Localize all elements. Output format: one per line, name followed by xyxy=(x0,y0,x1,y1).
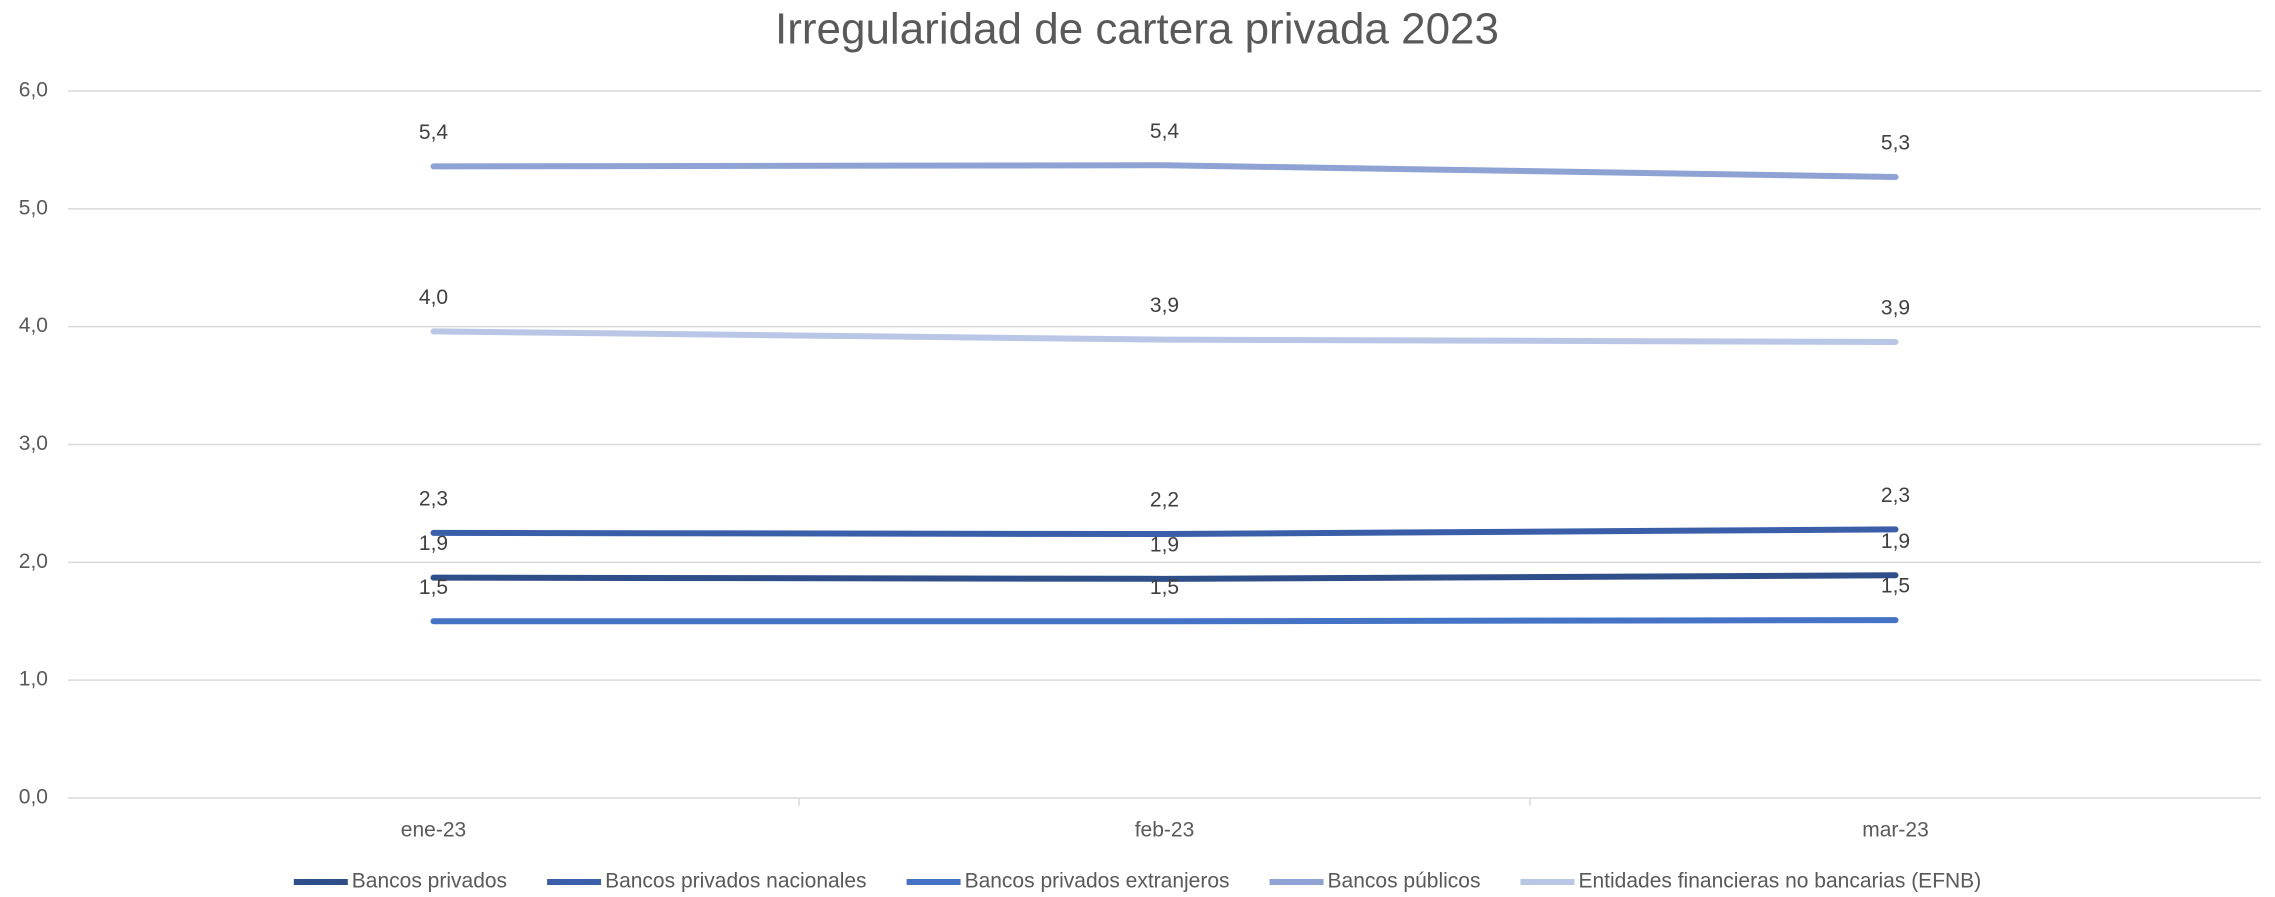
y-tick-label: 0,0 xyxy=(19,786,48,809)
data-label: 2,3 xyxy=(419,487,448,510)
series-line xyxy=(430,617,1899,625)
chart-title: Irregularidad de cartera privada 2023 xyxy=(775,5,1499,54)
y-tick-label: 2,0 xyxy=(19,550,48,573)
y-tick-label: 5,0 xyxy=(19,196,48,219)
series-line xyxy=(430,162,1899,181)
data-label: 2,3 xyxy=(1881,484,1910,507)
y-tick-label: 6,0 xyxy=(19,79,48,102)
data-label: 5,3 xyxy=(1881,132,1910,155)
x-tick-label: mar-23 xyxy=(1862,819,1929,842)
x-tick-label: feb-23 xyxy=(1135,819,1195,842)
data-label: 5,4 xyxy=(419,121,449,144)
series-line xyxy=(430,328,1899,345)
series-line xyxy=(430,526,1899,538)
series-line xyxy=(430,572,1899,582)
data-label: 4,0 xyxy=(419,286,448,309)
data-label: 5,4 xyxy=(1150,120,1180,143)
legend-label: Bancos privados xyxy=(352,870,507,893)
legend-label: Entidades financieras no bancarias (EFNB… xyxy=(1578,870,1981,893)
data-label: 1,9 xyxy=(419,532,448,555)
x-tick-label: ene-23 xyxy=(401,819,466,842)
legend-label: Bancos privados extranjeros xyxy=(965,870,1230,893)
y-tick-label: 1,0 xyxy=(19,668,48,691)
data-label: 2,2 xyxy=(1150,489,1179,512)
legend-label: Bancos privados nacionales xyxy=(605,870,867,893)
legend-label: Bancos públicos xyxy=(1328,870,1481,893)
data-label: 1,9 xyxy=(1881,530,1910,553)
data-label: 1,5 xyxy=(419,576,448,599)
data-label: 1,5 xyxy=(1150,576,1179,599)
y-tick-label: 4,0 xyxy=(19,314,48,337)
data-label: 3,9 xyxy=(1150,294,1179,317)
data-label: 3,9 xyxy=(1881,297,1910,320)
y-tick-label: 3,0 xyxy=(19,432,48,455)
data-label: 1,9 xyxy=(1150,533,1179,556)
data-label: 1,5 xyxy=(1881,575,1910,598)
